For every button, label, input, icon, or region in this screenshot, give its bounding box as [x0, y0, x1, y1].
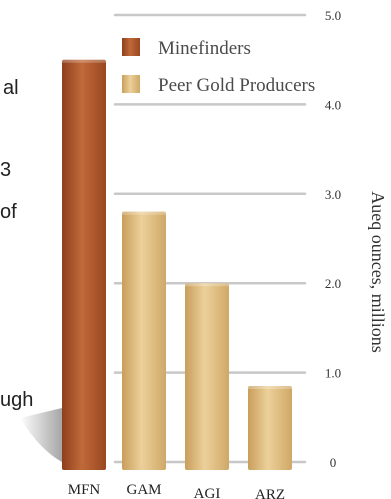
bar-highlight-agi — [185, 283, 229, 287]
bar-mfn — [62, 59, 106, 470]
x-category-label-mfn: MFN — [68, 482, 101, 498]
y-tick-label: 0 — [330, 455, 337, 470]
y-tick-label: 2.0 — [325, 276, 341, 291]
y-tick-labels: 0 1.0 2.0 3.0 4.0 5.0 — [325, 8, 341, 470]
x-category-label-agi: AGI — [194, 486, 221, 499]
fragment-2: 3 — [0, 159, 12, 181]
legend: Minefinders Peer Gold Producers — [122, 38, 315, 96]
x-category-label-arz: ARZ — [255, 487, 285, 499]
bar-highlight-gam — [122, 211, 166, 215]
x-category-labels: MFN GAM AGI ARZ — [68, 482, 285, 499]
bar-agi — [185, 283, 229, 470]
bar-gam — [122, 211, 166, 470]
y-tick-label: 1.0 — [325, 366, 341, 381]
floor-shadow — [20, 408, 62, 462]
fragment-3: of — [0, 201, 17, 223]
y-tick-label: 4.0 — [325, 97, 341, 112]
bars — [62, 59, 292, 470]
x-category-label-gam: GAM — [126, 482, 161, 498]
bar-arz — [248, 386, 292, 470]
legend-swatch-peer — [122, 75, 140, 93]
fragment-1: al — [3, 77, 19, 99]
bar-highlight-mfn — [62, 59, 106, 63]
fragment-4: ugh — [0, 389, 34, 411]
y-axis-label: Aueq ounces, millions — [368, 191, 388, 352]
legend-swatch-minefinders — [122, 38, 140, 56]
bar-highlight-arz — [248, 386, 292, 390]
y-tick-label: 5.0 — [325, 8, 341, 23]
y-tick-label: 3.0 — [325, 187, 341, 202]
legend-label-minefinders: Minefinders — [158, 38, 251, 59]
legend-label-peer: Peer Gold Producers — [158, 75, 315, 96]
